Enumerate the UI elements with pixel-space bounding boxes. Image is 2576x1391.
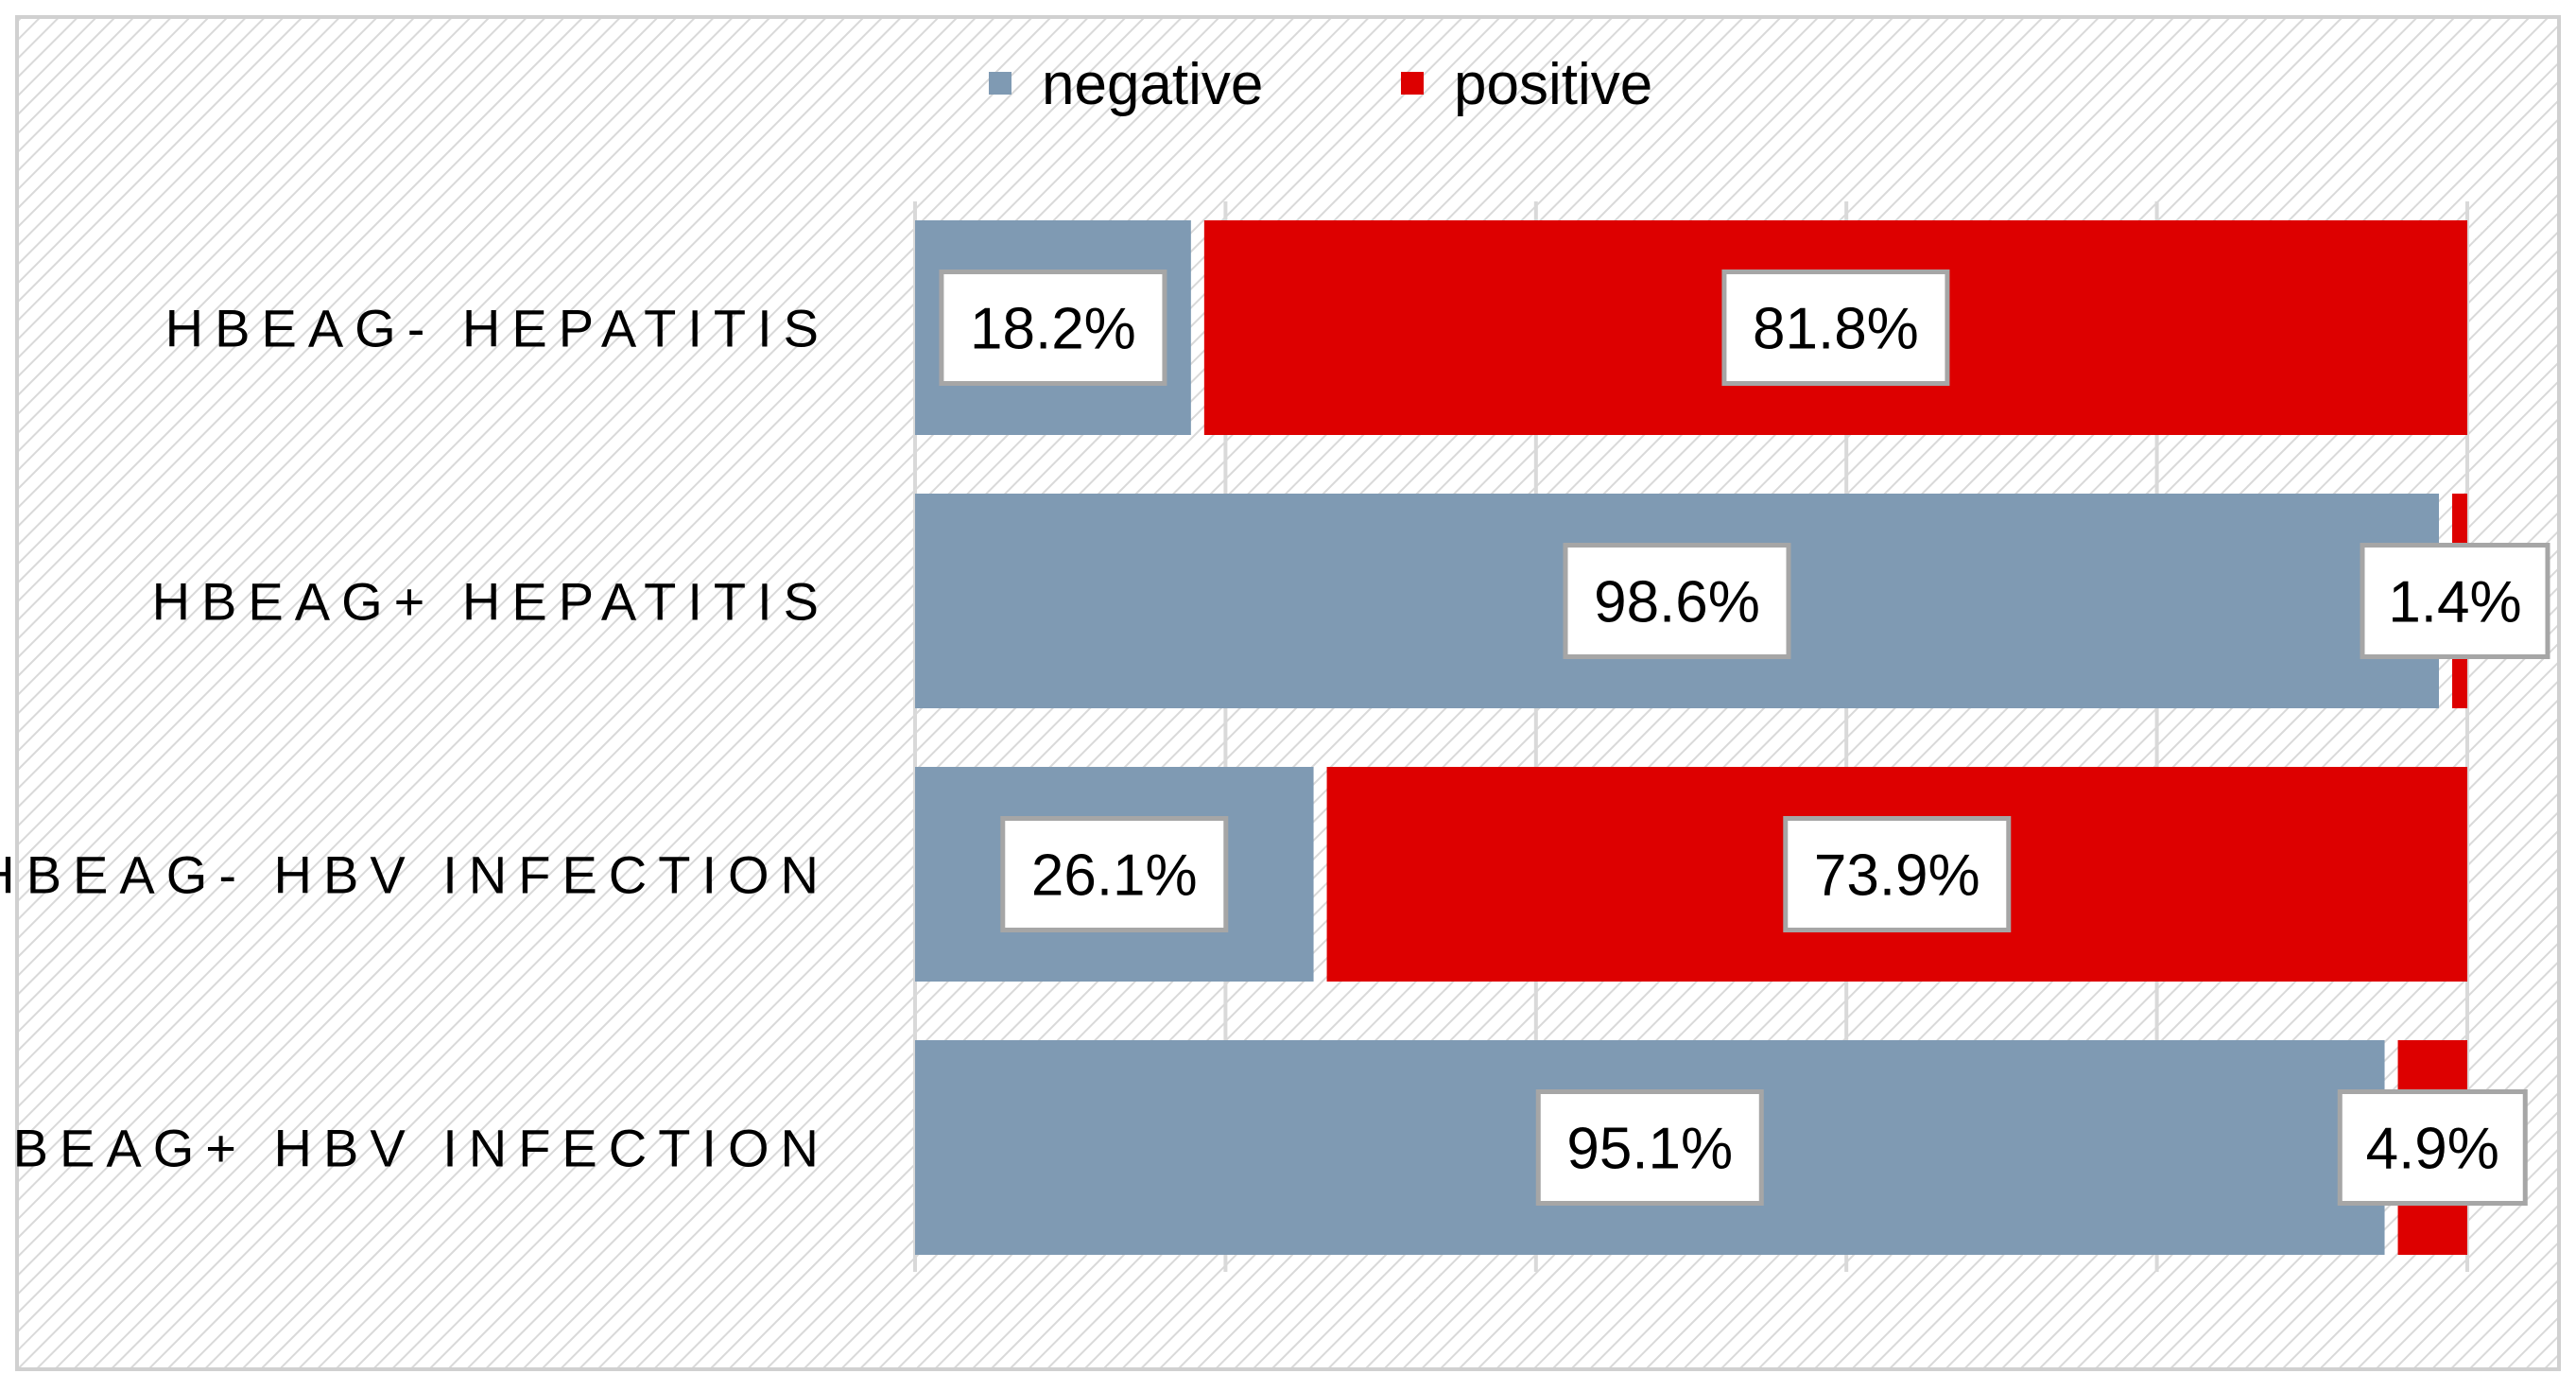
- category-label-hbeag-hbv-infection: HBEAG- HBV INFECTION: [0, 845, 830, 905]
- data-label-box-positive-hbeag-hbv-infection: [1783, 816, 2012, 932]
- data-label-positive-hbeag-hepatitis: 81.8%: [1753, 297, 1919, 362]
- data-label-negative-hbeag-hepatitis: 98.6%: [1594, 570, 1760, 635]
- data-label-negative-hbeag-hbv-infection: 95.1%: [1566, 1117, 1733, 1182]
- legend-label-negative: negative: [1042, 52, 1263, 117]
- data-label-positive-hbeag-hbv-infection: 73.9%: [1814, 843, 1980, 909]
- legend-swatch-negative: [989, 72, 1011, 95]
- data-label-box-positive-hbeag-hbv-infection: [2337, 1089, 2528, 1206]
- data-label-box-negative-hbeag-hepatitis: [1563, 543, 1791, 659]
- category-label-hbeag-hepatitis: HBEAG- HEPATITIS: [165, 299, 830, 358]
- data-label-negative-hbeag-hepatitis: 18.2%: [970, 297, 1136, 362]
- data-label-box-negative-hbeag-hepatitis: [939, 270, 1167, 386]
- data-label-box-negative-hbeag-hbv-infection: [1535, 1089, 1764, 1206]
- data-label-positive-hbeag-hepatitis: 1.4%: [2388, 570, 2521, 635]
- data-labels: 18.2% 81.8% 98.6% 1.4% 26.1% 73.9% 95.1% 4.9%: [939, 270, 2550, 1206]
- legend-swatch-positive: [1401, 72, 1424, 95]
- data-label-positive-hbeag-hbv-infection: 4.9%: [2366, 1117, 2499, 1182]
- data-label-box-positive-hbeag-hepatitis: [1721, 270, 1950, 386]
- data-label-box-negative-hbeag-hbv-infection: [1000, 816, 1229, 932]
- legend-label-positive: positive: [1454, 52, 1652, 117]
- data-label-box-positive-hbeag-hepatitis: [2360, 543, 2550, 659]
- category-axis-labels: HBEAG- HEPATITIS HBEAG+ HEPATITIS HBEAG- H…: [0, 299, 830, 1178]
- legend: negative positive: [989, 52, 1652, 117]
- category-label-hbeag-hbv-infection: HBEAG+ HBV INFECTION: [0, 1119, 830, 1178]
- data-label-negative-hbeag-hbv-infection: 26.1%: [1031, 843, 1198, 909]
- category-label-hbeag-hepatitis: HBEAG+ HEPATITIS: [152, 572, 830, 632]
